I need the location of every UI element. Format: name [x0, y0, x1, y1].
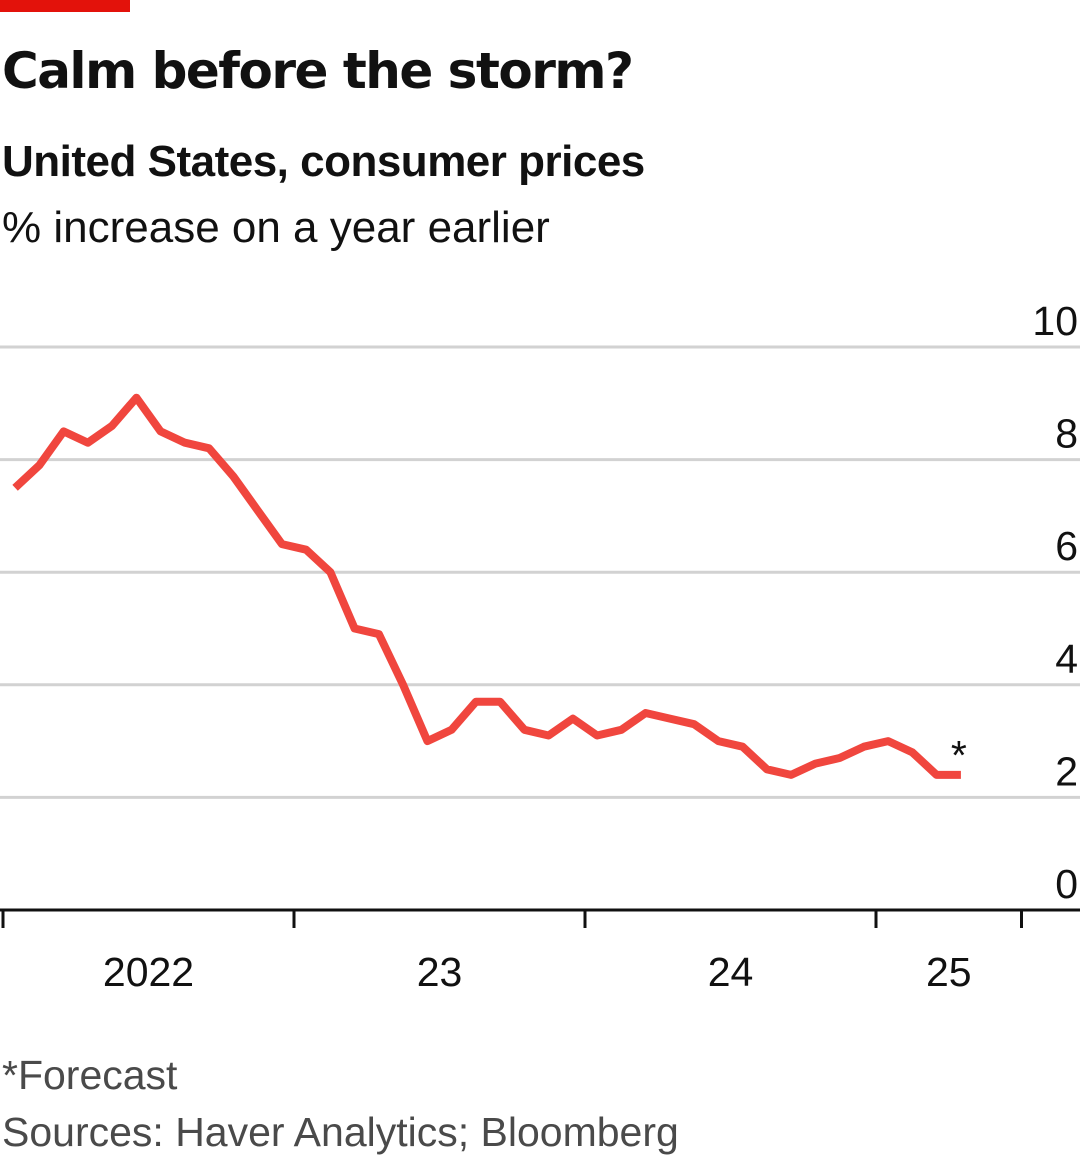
- data-point-2024-09: [791, 774, 792, 775]
- data-point-2024-04: [669, 718, 670, 719]
- forecast-marker: *: [951, 732, 967, 778]
- data-point-2023-11: [548, 735, 549, 736]
- chart-title: Calm before the storm?: [2, 42, 634, 100]
- data-point-2024-05: [694, 724, 695, 725]
- data-point-2022-01: [15, 487, 16, 488]
- data-point-2022-11: [257, 510, 258, 511]
- data-point-2024-08: [766, 769, 767, 770]
- data-point-2024-11: [839, 757, 840, 758]
- series-line-0: [12, 393, 961, 779]
- y-tick-label-0: 0: [1055, 861, 1078, 907]
- data-point-2025-03: [936, 774, 937, 775]
- data-point-2022-10: [233, 476, 234, 477]
- data-point-2022-02: [39, 465, 40, 466]
- data-point-2025-02: [912, 752, 913, 753]
- data-point-2023-02: [330, 572, 331, 573]
- y-tick-labels: 0 2 4 6 8 10: [1032, 298, 1078, 907]
- data-point-2024-03: [645, 712, 646, 713]
- data-point-2023-07: [451, 729, 452, 730]
- y-tick-label-2: 2: [1055, 748, 1078, 794]
- data-point-2024-01: [597, 735, 598, 736]
- data-point-2022-07: [160, 431, 161, 432]
- data-point-2022-03: [63, 431, 64, 432]
- data-point-2023-12: [572, 718, 573, 719]
- data-point-2023-09: [500, 701, 501, 702]
- data-point-2024-06: [718, 741, 719, 742]
- grid-layer: [0, 345, 1080, 799]
- data-point-2024-10: [815, 763, 816, 764]
- data-point-2022-05: [112, 425, 113, 426]
- accent-bar: [0, 0, 130, 12]
- chart-subtitle: United States, consumer prices: [2, 137, 645, 186]
- y-tick-label-10: 10: [1032, 298, 1078, 344]
- source-note: Sources: Haver Analytics; Bloomberg: [2, 1109, 679, 1155]
- data-point-2025-01: [888, 741, 889, 742]
- y-tick-label-8: 8: [1055, 411, 1078, 457]
- data-point-2024-12: [863, 746, 864, 747]
- data-point-2023-01: [306, 549, 307, 550]
- x-tick-label-2022: 2022: [103, 949, 194, 995]
- footnote: *Forecast: [2, 1052, 178, 1098]
- data-point-2022-12: [281, 544, 282, 545]
- data-point-2023-05: [403, 684, 404, 685]
- data-point-2022-09: [209, 448, 210, 449]
- data-point-2024-02: [621, 729, 622, 730]
- series-layer: *: [12, 393, 967, 779]
- data-point-2023-08: [475, 701, 476, 702]
- y-tick-label-4: 4: [1055, 636, 1078, 682]
- x-tick-label-24: 24: [708, 949, 754, 995]
- data-point-2023-03: [354, 628, 355, 629]
- x-axis: 2022 23 24 25: [0, 908, 1080, 995]
- unit-label: % increase on a year earlier: [2, 203, 550, 252]
- data-point-2023-06: [427, 741, 428, 742]
- data-point-2022-06: [136, 397, 137, 398]
- data-point-2022-08: [184, 442, 185, 443]
- data-point-2022-04: [87, 442, 88, 443]
- x-tick-label-25: 25: [926, 949, 972, 995]
- y-tick-label-6: 6: [1055, 523, 1078, 569]
- data-point-2023-04: [378, 634, 379, 635]
- data-point-2023-10: [524, 729, 525, 730]
- x-tick-label-23: 23: [417, 949, 463, 995]
- data-point-2024-07: [742, 746, 743, 747]
